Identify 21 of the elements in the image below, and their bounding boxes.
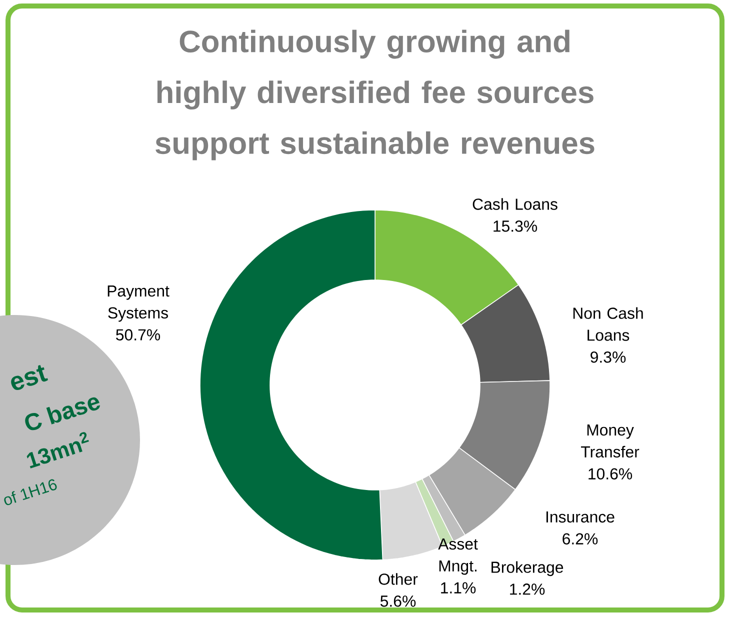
slice-label: Cash Loans <box>472 198 558 210</box>
slice-label: Payment Systems <box>108 286 170 322</box>
data-label: 5.6% <box>380 596 416 607</box>
slice-label: Money Transfer <box>581 424 640 458</box>
data-label: 50.7% <box>116 329 160 340</box>
chart-title: Continuously growing and highly diversified fee sources support sustainable revenues <box>156 30 594 160</box>
text: of 1H16 <box>4 479 57 506</box>
data-label: 1.2% <box>510 584 545 595</box>
slice-label: Other <box>378 573 418 585</box>
slice-label: Non Cash Loans <box>573 307 643 341</box>
text: C base <box>25 397 100 430</box>
slice-label: Insurance <box>546 511 614 523</box>
text: est <box>11 364 48 390</box>
data-label: 15.3% <box>494 220 538 232</box>
data-label: 9.3% <box>590 351 626 363</box>
text: 13mn$^{2}$ <box>26 432 89 468</box>
slice-label: Brokerage <box>492 561 564 576</box>
data-label: 6.2% <box>562 533 598 544</box>
data-label: 1.1% <box>441 582 476 594</box>
data-label: 10.6% <box>588 468 632 480</box>
slice-label: Asset Mngt. <box>438 538 478 575</box>
